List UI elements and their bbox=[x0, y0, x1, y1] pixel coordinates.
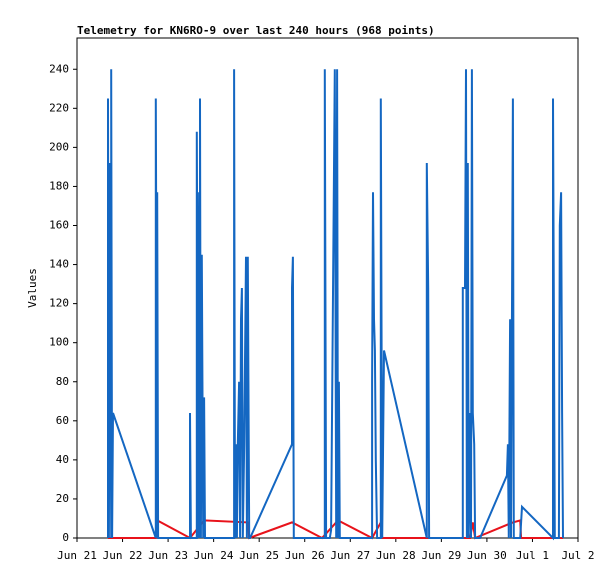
y-tick-label: 240 bbox=[49, 62, 69, 75]
y-tick-label: 220 bbox=[49, 101, 69, 114]
x-tick-label: Jun 22 bbox=[103, 549, 143, 562]
y-tick-label: 160 bbox=[49, 219, 69, 232]
y-tick-label: 180 bbox=[49, 179, 69, 192]
y-tick-label: 40 bbox=[56, 453, 69, 466]
y-tick-label: 60 bbox=[56, 414, 69, 427]
plot-frame bbox=[76, 37, 579, 539]
x-tick-label: Jul 1 bbox=[516, 549, 549, 562]
x-tick-label: Jul 2 bbox=[561, 549, 594, 562]
x-tick-label: Jun 23 bbox=[148, 549, 188, 562]
chart-title: Telemetry for KN6RO-9 over last 240 hour… bbox=[77, 24, 435, 37]
series-line bbox=[108, 518, 563, 540]
x-tick-label: Jun 24 bbox=[194, 549, 234, 562]
x-tick-label: Jun 25 bbox=[239, 549, 279, 562]
x-tick-label: Jun 30 bbox=[467, 549, 507, 562]
y-tick-label: 20 bbox=[56, 492, 69, 505]
x-tick-label: Jun 21 bbox=[57, 549, 97, 562]
y-axis-label: Values bbox=[26, 268, 39, 308]
y-tick-label: 0 bbox=[62, 531, 69, 544]
series-line bbox=[107, 69, 564, 541]
x-tick-label: Jun 29 bbox=[421, 549, 461, 562]
x-tick-label: Jun 26 bbox=[285, 549, 325, 562]
y-tick-label: 200 bbox=[49, 140, 69, 153]
y-tick-label: 100 bbox=[49, 336, 69, 349]
x-tick-label: Jun 28 bbox=[376, 549, 416, 562]
y-tick-label: 120 bbox=[49, 297, 69, 310]
y-tick-label: 140 bbox=[49, 258, 69, 271]
x-tick-label: Jun 27 bbox=[330, 549, 370, 562]
y-tick-label: 80 bbox=[56, 375, 69, 388]
